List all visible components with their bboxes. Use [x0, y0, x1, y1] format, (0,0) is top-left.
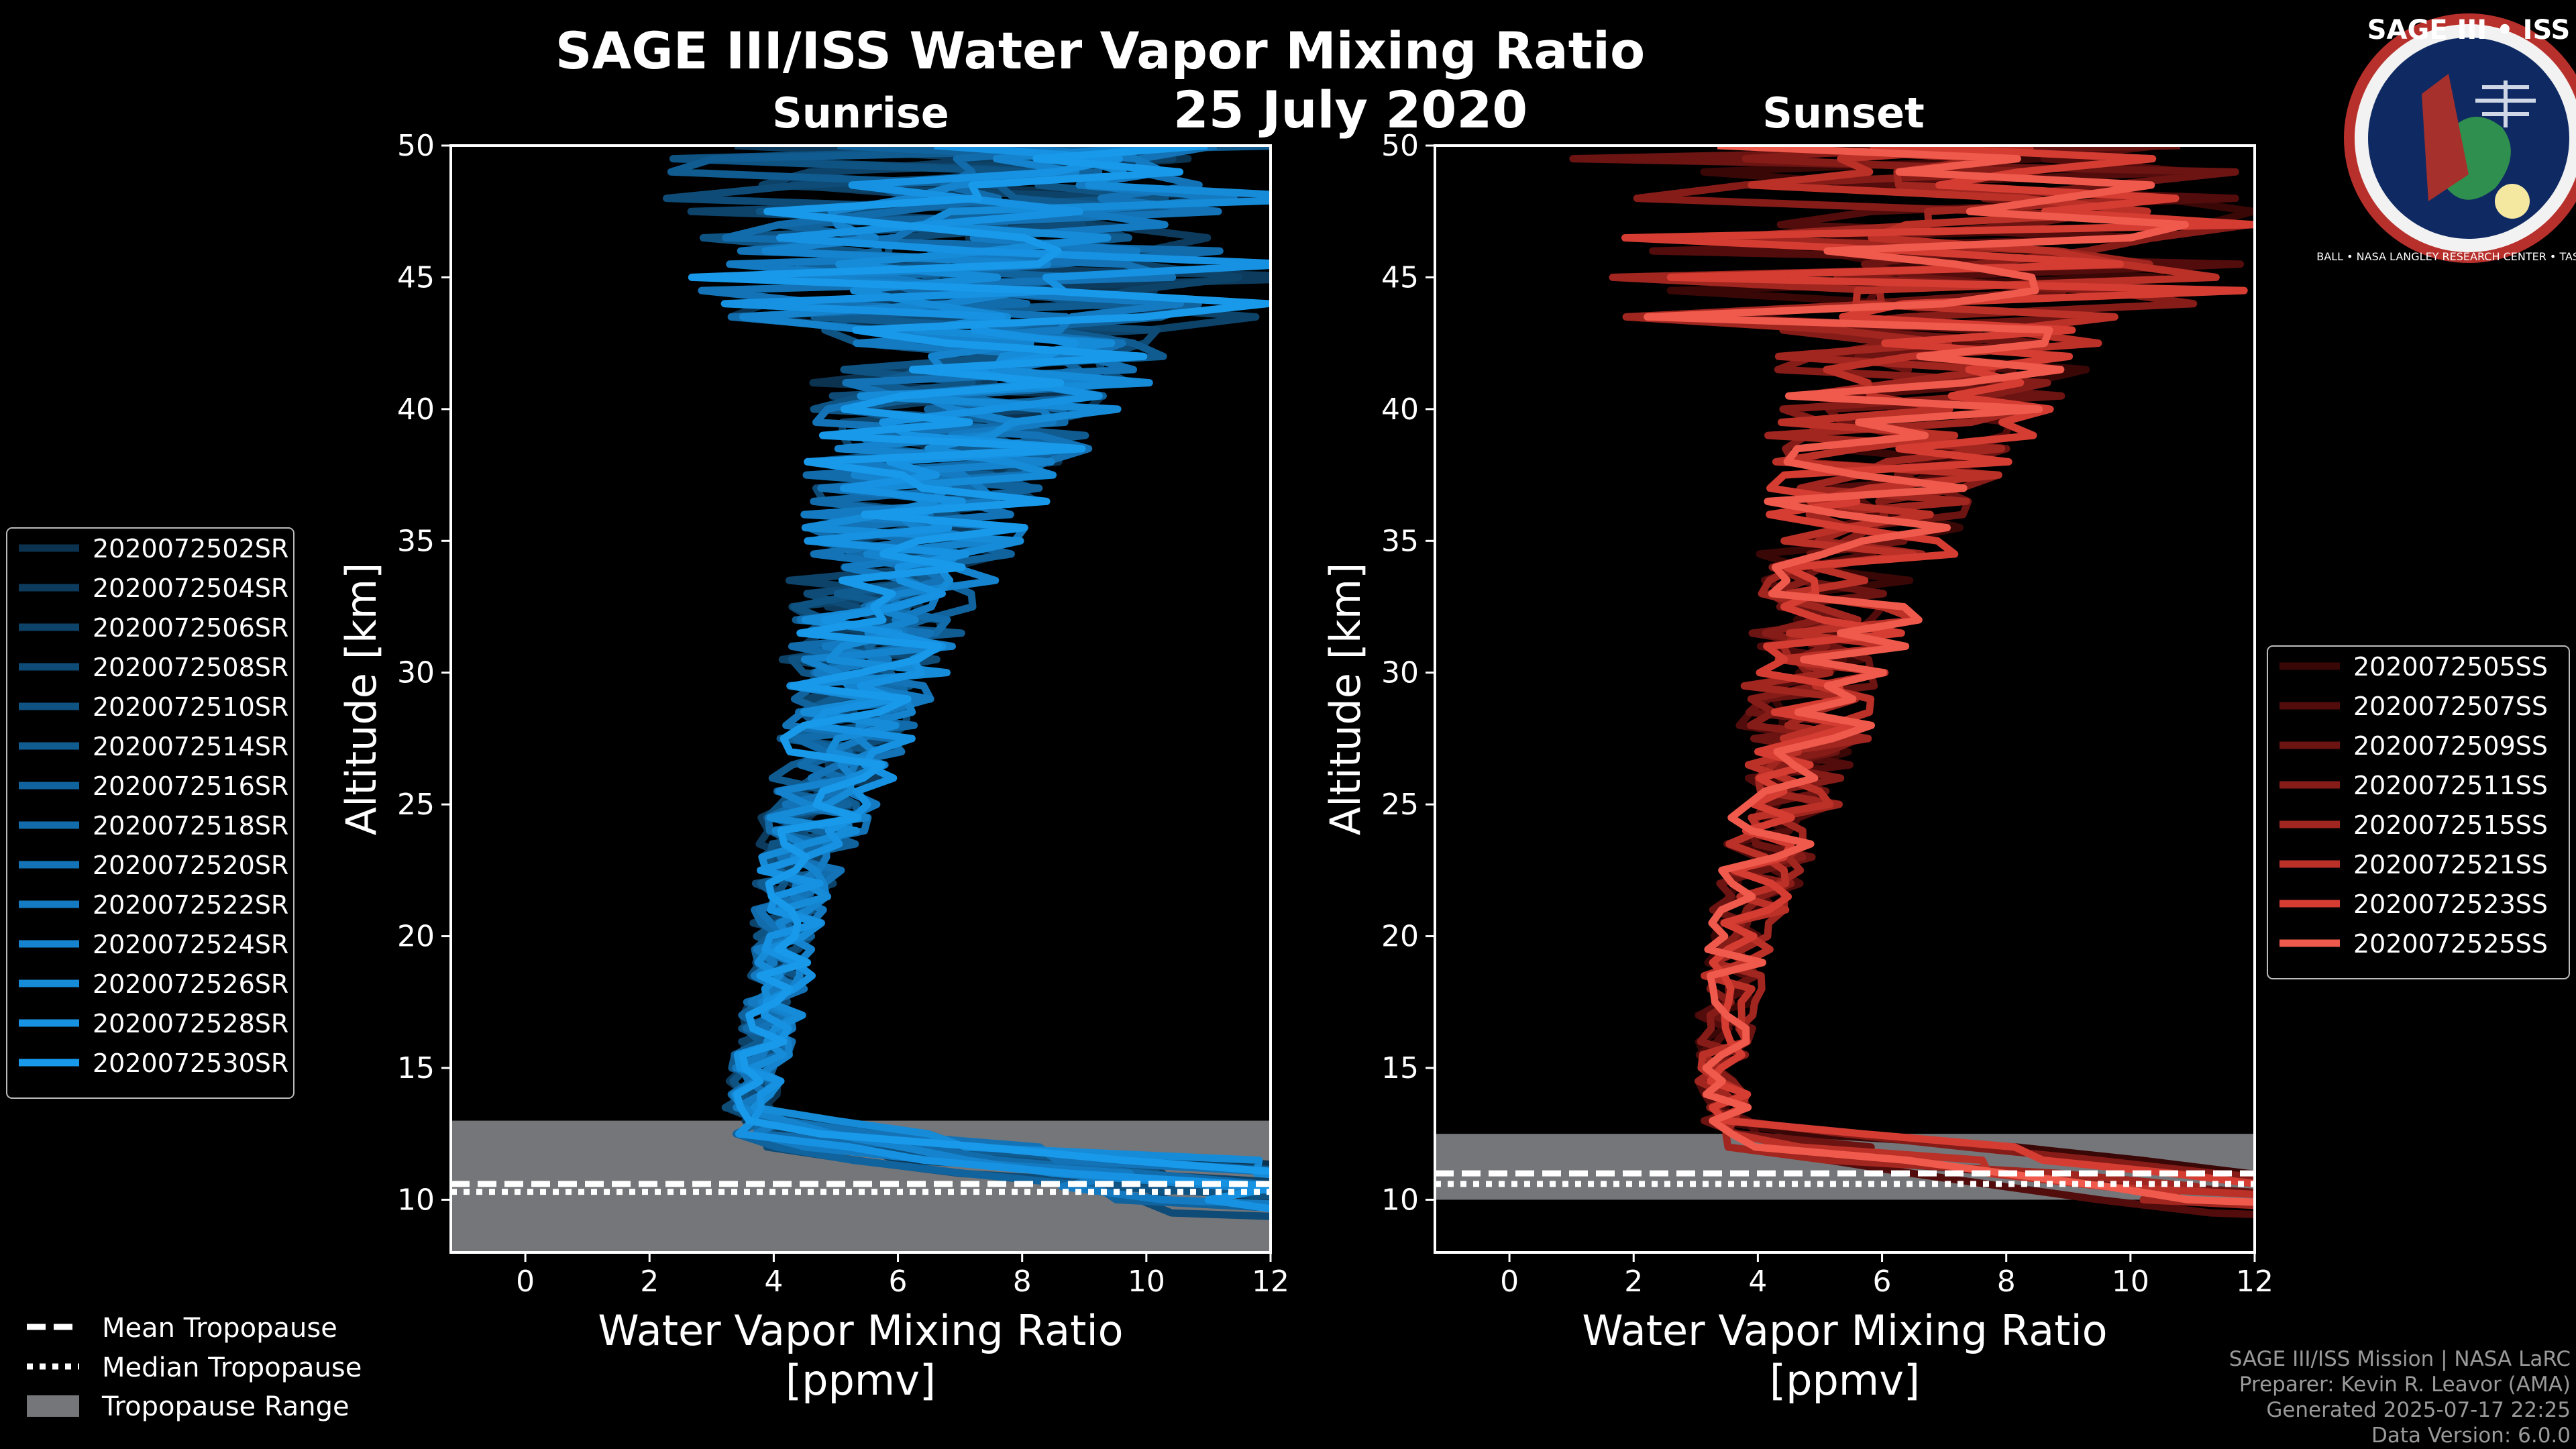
mean-tropopause-label: Mean Tropopause — [102, 1313, 337, 1344]
sr-x-tick-label: 2 — [640, 1265, 659, 1299]
ss-y-tick-label: 50 — [1381, 129, 1419, 163]
ss-x-tick-label: 4 — [1748, 1265, 1767, 1299]
sunset-profiles — [1569, 146, 2255, 1218]
ss-legend-label-2020072509SS: 2020072509SS — [2353, 731, 2548, 761]
sr-y-tick-label: 50 — [397, 129, 435, 163]
sr-y-tick-label: 20 — [397, 920, 435, 954]
sr-legend-label-2020072526SR: 2020072526SR — [93, 969, 288, 999]
sunset-panel: Sunset 0 2 4 6 8 10 12 10 15 20 25 30 35 40 45 50 Wate… — [1321, 89, 2570, 1405]
ss-legend-box — [2267, 645, 2570, 979]
footer-preparer: Preparer: Kevin R. Leavor (AMA) — [2239, 1373, 2571, 1397]
ss-y-tick-label: 40 — [1381, 392, 1419, 427]
ss-legend-label-2020072507SS: 2020072507SS — [2353, 692, 2548, 721]
ss-x-tick-label: 6 — [1873, 1265, 1892, 1299]
sunrise-y-axis-label: Altitude [km] — [337, 563, 386, 836]
ss-legend-label-2020072521SS: 2020072521SS — [2353, 850, 2548, 879]
footer-version: Data Version: 6.0.0 — [2371, 1424, 2571, 1448]
sunrise-axes-frame — [449, 144, 1272, 1254]
sunset-legend: 2020072505SS 2020072507SS 2020072509SS 2020… — [2267, 645, 2570, 979]
sr-y-tick-label: 30 — [397, 656, 435, 690]
sr-y-tick-label: 45 — [397, 260, 435, 294]
sunrise-profiles — [663, 146, 1271, 1220]
sunset-x-ticks: 0 2 4 6 8 10 12 — [1500, 1252, 2273, 1299]
sunrise-x-ticks: 0 2 4 6 8 10 12 — [516, 1252, 1289, 1299]
sunset-axes-frame — [1434, 144, 2256, 1254]
sr-legend-label-2020072520SR: 2020072520SR — [93, 851, 288, 880]
sr-legend-label-2020072516SR: 2020072516SR — [93, 771, 288, 801]
logo-sun — [2495, 184, 2530, 219]
footer-generated: Generated 2025-07-17 22:25 — [2266, 1398, 2571, 1422]
ss-x-tick-label: 10 — [2112, 1265, 2149, 1299]
figure-date: 25 July 2020 — [1173, 80, 1527, 140]
figure-title: SAGE III/ISS Water Vapor Mixing Ratio — [555, 21, 1646, 80]
sr-x-tick-label: 8 — [1013, 1265, 1032, 1299]
sr-x-tick-label: 4 — [764, 1265, 783, 1299]
ss-legend-label-2020072505SS: 2020072505SS — [2353, 652, 2548, 682]
sunset-y-ticks: 10 15 20 25 30 35 40 45 50 — [1381, 129, 1435, 1217]
sr-y-tick-label: 15 — [397, 1051, 435, 1085]
ss-legend-label-2020072511SS: 2020072511SS — [2353, 771, 2548, 800]
ss-legend-label-2020072523SS: 2020072523SS — [2353, 890, 2548, 919]
logo-title: SAGE III • ISS — [2367, 15, 2571, 46]
footer: SAGE III/ISS Mission | NASA LaRC Prepare… — [2229, 1347, 2571, 1448]
sunrise-x-axis-label: Water Vapor Mixing Ratio [ppmv] — [598, 1306, 1123, 1405]
ss-x-tick-label: 8 — [1997, 1265, 2016, 1299]
logo-ring-text: BALL • NASA LANGLEY RESEARCH CENTER • TA… — [2316, 250, 2576, 263]
sr-legend-label-2020072504SR: 2020072504SR — [93, 574, 288, 603]
median-tropopause-label: Median Tropopause — [102, 1352, 362, 1383]
sage-iii-iss-logo: SAGE III • ISS BALL • NASA LANGLEY RESEA… — [2316, 13, 2576, 263]
logo-figure — [2422, 74, 2469, 201]
sunset-y-axis-label: Altitude [km] — [1321, 563, 1370, 836]
ss-y-tick-label: 30 — [1381, 656, 1419, 690]
ss-y-tick-label: 15 — [1381, 1051, 1419, 1085]
tropopause-range-swatch — [27, 1395, 79, 1417]
sr-legend-label-2020072510SR: 2020072510SR — [93, 692, 288, 722]
tropopause-range-label: Tropopause Range — [101, 1391, 350, 1422]
sunset-panel-title: Sunset — [1762, 89, 1925, 138]
sr-legend-label-2020072502SR: 2020072502SR — [93, 534, 288, 564]
ss-y-tick-label: 25 — [1381, 788, 1419, 822]
ss-y-tick-label: 20 — [1381, 920, 1419, 954]
sr-legend-label-2020072518SR: 2020072518SR — [93, 811, 288, 841]
sunrise-y-ticks: 10 15 20 25 30 35 40 45 50 — [397, 129, 451, 1217]
ss-y-tick-label: 10 — [1381, 1183, 1419, 1217]
sr-x-tick-label: 0 — [516, 1265, 535, 1299]
sr-legend-label-2020072514SR: 2020072514SR — [93, 732, 288, 761]
ss-x-tick-label: 12 — [2236, 1265, 2273, 1299]
ss-y-tick-label: 35 — [1381, 524, 1419, 558]
tropopause-legend: Mean Tropopause Median Tropopause Tropop… — [27, 1313, 362, 1422]
footer-mission: SAGE III/ISS Mission | NASA LaRC — [2229, 1347, 2571, 1371]
profile-2020072525SS — [1644, 146, 2255, 1206]
sunset-x-axis-label: Water Vapor Mixing Ratio [ppmv] — [1582, 1306, 2107, 1405]
sunrise-panel-title: Sunrise — [772, 89, 949, 138]
sunrise-tropopause-lines — [451, 1181, 1271, 1195]
sr-x-tick-label: 6 — [889, 1265, 908, 1299]
sr-y-tick-label: 35 — [397, 524, 435, 558]
sunset-tropopause-lines — [1435, 1170, 2255, 1187]
sr-y-tick-label: 25 — [397, 788, 435, 822]
sr-legend-label-2020072506SR: 2020072506SR — [93, 613, 288, 643]
sr-y-tick-label: 40 — [397, 392, 435, 427]
sunrise-legend: 2020072502SR 2020072504SR 2020072506SR 2020… — [6, 527, 294, 1099]
sr-x-tick-label: 12 — [1252, 1265, 1289, 1299]
profile-2020072522SR — [726, 146, 1271, 1208]
sr-legend-label-2020072524SR: 2020072524SR — [93, 930, 288, 959]
logo-station — [2475, 80, 2536, 127]
sr-y-tick-label: 10 — [397, 1183, 435, 1217]
ss-x-tick-label: 0 — [1500, 1265, 1519, 1299]
sr-x-tick-label: 10 — [1128, 1265, 1165, 1299]
sr-legend-label-2020072530SR: 2020072530SR — [93, 1049, 288, 1078]
profile-2020072530SR — [688, 146, 1271, 1175]
ss-y-tick-label: 45 — [1381, 260, 1419, 294]
sr-legend-label-2020072528SR: 2020072528SR — [93, 1009, 288, 1038]
ss-x-tick-label: 2 — [1624, 1265, 1643, 1299]
sr-legend-label-2020072508SR: 2020072508SR — [93, 653, 288, 682]
ss-legend-label-2020072515SS: 2020072515SS — [2353, 810, 2548, 840]
ss-legend-label-2020072525SS: 2020072525SS — [2353, 929, 2548, 959]
sunrise-panel: Sunrise 0 2 4 6 8 10 12 10 15 20 25 30 35 40 45 50 Wat… — [6, 89, 1289, 1405]
sr-legend-label-2020072522SR: 2020072522SR — [93, 890, 288, 920]
